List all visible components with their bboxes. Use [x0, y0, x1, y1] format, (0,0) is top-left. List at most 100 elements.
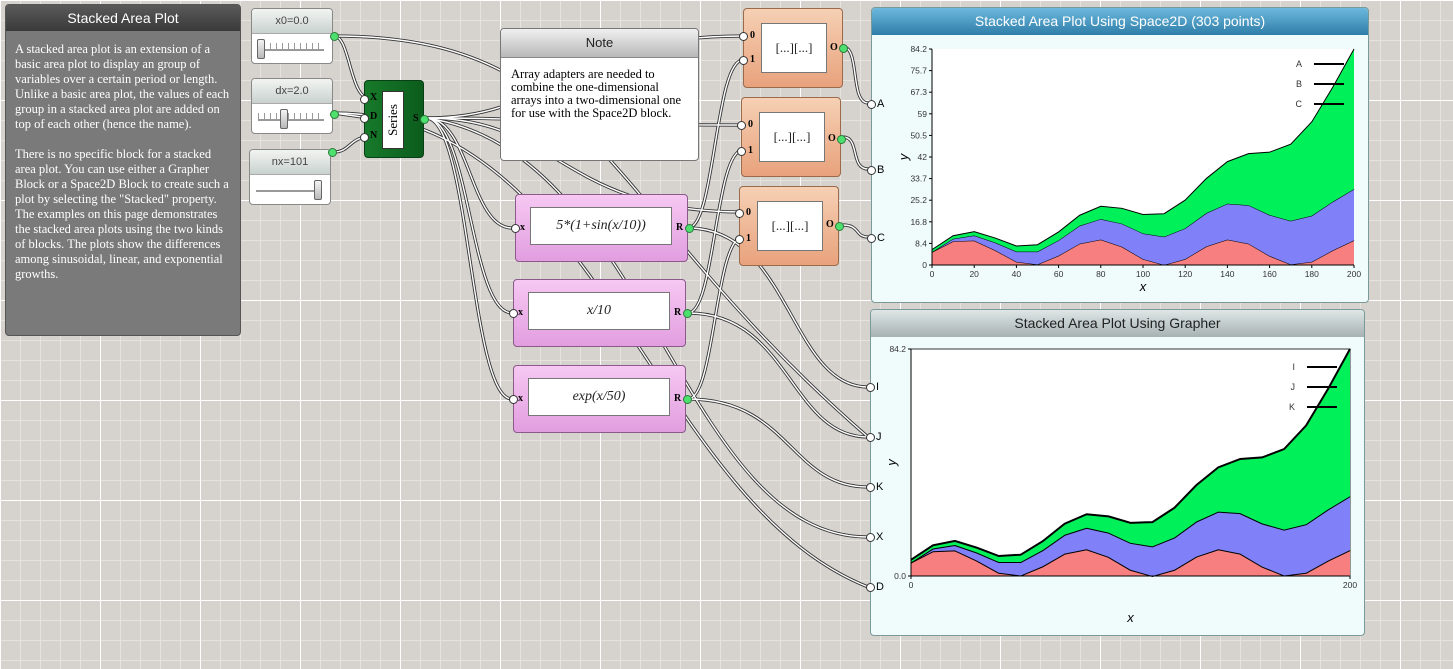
grapher-input-port-i[interactable]: [866, 383, 875, 392]
adapter-3-input-port-0[interactable]: [735, 209, 744, 218]
adapter-2-input-port-1[interactable]: [737, 147, 746, 156]
y-tick-label: 67.3: [910, 87, 927, 97]
slider-dx-thumb[interactable]: [280, 109, 288, 129]
array-adapter-2[interactable]: 0 1 [...][...] O: [737, 97, 846, 177]
array-adapter-3[interactable]: 0 1 [...][...] O: [735, 186, 844, 266]
x-tick-label: 40: [1012, 269, 1022, 279]
y-tick-label: 75.7: [910, 66, 927, 76]
series-block[interactable]: X D N Series S: [360, 80, 429, 158]
grapher-input-label-k: K: [876, 481, 884, 493]
function-exp-expression[interactable]: exp(x/50): [528, 378, 670, 416]
grapher-input-port-x[interactable]: [866, 533, 875, 542]
series-output-port[interactable]: [420, 115, 429, 124]
x-tick-label: 200: [1343, 580, 1357, 590]
function-sin-output-port[interactable]: [685, 224, 694, 233]
legend-label-i: I: [1292, 362, 1295, 372]
grapher-input-port-d[interactable]: [866, 583, 875, 592]
space2d-input-port-b[interactable]: [867, 166, 876, 175]
space2d-block[interactable]: Stacked Area Plot Using Space2D (303 poi…: [867, 7, 1370, 304]
x-tick-label: 20: [969, 269, 979, 279]
function-linear-input-label: x: [518, 307, 523, 318]
adapter-3-input-label-0: 0: [746, 207, 751, 218]
adapter-3-output-port[interactable]: [835, 222, 844, 231]
slider-x0[interactable]: x0=0.0: [251, 8, 339, 64]
grapher-input-label-i: I: [876, 381, 880, 393]
series-output-label: S: [413, 113, 419, 124]
grapher-block[interactable]: Stacked Area Plot Using Grapher I J K X …: [866, 309, 1366, 637]
adapter-1-output-label: O: [830, 42, 838, 53]
adapter-1-input-label-0: 0: [750, 30, 755, 41]
series-title: Series: [385, 104, 400, 136]
function-exp-output-port[interactable]: [683, 395, 692, 404]
space2d-input-port-a[interactable]: [867, 100, 876, 109]
y-axis-label: y: [896, 152, 911, 161]
series-input-port-d[interactable]: [360, 114, 369, 123]
series-input-label-x: X: [370, 92, 378, 103]
slider-nx[interactable]: nx=101: [249, 148, 337, 205]
function-linear-expression[interactable]: x/10: [528, 292, 670, 330]
y-tick-label: 0.0: [894, 571, 906, 581]
slider-x0-label: x0=0.0: [252, 9, 332, 34]
slider-track: [258, 49, 324, 51]
function-linear-output-port[interactable]: [683, 309, 692, 318]
adapter-2-label: [...][...]: [759, 112, 825, 162]
x-tick-label: 120: [1178, 269, 1192, 279]
legend-label-j: J: [1291, 382, 1296, 392]
y-tick-label: 50.5: [910, 130, 927, 140]
function-block-linear[interactable]: x x/10 R: [509, 279, 692, 347]
x-tick-label: 180: [1305, 269, 1319, 279]
adapter-1-input-port-0[interactable]: [739, 32, 748, 41]
info-block-title: Stacked Area Plot: [6, 5, 240, 31]
info-block[interactable]: Stacked Area Plot A stacked area plot is…: [5, 4, 241, 336]
y-tick-label: 42: [918, 152, 928, 162]
slider-dx-output-port[interactable]: [330, 110, 339, 119]
grapher-input-port-k[interactable]: [866, 483, 875, 492]
slider-track: [258, 119, 324, 121]
grapher-input-port-j[interactable]: [866, 433, 875, 442]
y-tick-label: 16.8: [910, 217, 927, 227]
space2d-input-label-c: C: [877, 232, 885, 244]
x-tick-label: 0: [930, 269, 935, 279]
function-sin-input-port[interactable]: [511, 224, 520, 233]
series-input-label-n: N: [370, 130, 378, 141]
y-tick-label: 84.2: [910, 44, 927, 54]
note-text: Array adapters are needed to combine the…: [511, 67, 682, 120]
note-block[interactable]: Note Array adapters are needed to combin…: [500, 28, 699, 161]
area-k: [911, 349, 1350, 563]
function-sin-input-label: x: [520, 222, 525, 233]
grapher-input-label-d: D: [876, 581, 884, 593]
slider-dx-label: dx=2.0: [252, 79, 332, 104]
function-block-exp[interactable]: x exp(x/50) R: [509, 365, 692, 433]
x-tick-label: 160: [1263, 269, 1277, 279]
space2d-input-label-b: B: [877, 164, 885, 176]
adapter-1-input-port-1[interactable]: [739, 56, 748, 65]
space2d-chart[interactable]: 0 8.4 16.8 25.2 33.7 42 50.5 59 67.3 75.7 84.2 0 20 4…: [872, 8, 1370, 304]
slider-dx[interactable]: dx=2.0: [251, 78, 339, 134]
y-tick-label: 8.4: [915, 238, 927, 248]
space2d-input-port-c[interactable]: [867, 234, 876, 243]
function-block-sin[interactable]: x 5*(1+sin(x/10)) R: [511, 194, 694, 262]
adapter-2-input-label-0: 0: [748, 119, 753, 130]
series-input-port-n[interactable]: [360, 133, 369, 142]
slider-nx-thumb[interactable]: [314, 180, 322, 200]
grapher-title: Stacked Area Plot Using Grapher: [871, 310, 1364, 337]
function-exp-input-port[interactable]: [509, 395, 518, 404]
grapher-input-label-j: J: [876, 431, 882, 443]
slider-x0-thumb[interactable]: [257, 39, 266, 59]
adapter-3-input-port-1[interactable]: [735, 235, 744, 244]
line-k: [910, 348, 1351, 561]
legend-label-k: K: [1289, 402, 1295, 412]
function-sin-expression[interactable]: 5*(1+sin(x/10)): [530, 207, 672, 245]
y-tick-label: 33.7: [910, 174, 927, 184]
series-input-port-x[interactable]: [360, 95, 369, 104]
slider-x0-output-port[interactable]: [330, 32, 339, 41]
x-axis-label: x: [1139, 279, 1147, 294]
function-linear-input-port[interactable]: [509, 309, 518, 318]
slider-nx-output-port[interactable]: [328, 148, 337, 157]
adapter-2-output-port[interactable]: [837, 135, 846, 144]
adapter-2-input-port-0[interactable]: [737, 121, 746, 130]
grapher-input-label-x: X: [876, 531, 884, 543]
array-adapter-1[interactable]: 0 1 [...][...] O: [739, 8, 848, 88]
adapter-1-output-port[interactable]: [839, 44, 848, 53]
